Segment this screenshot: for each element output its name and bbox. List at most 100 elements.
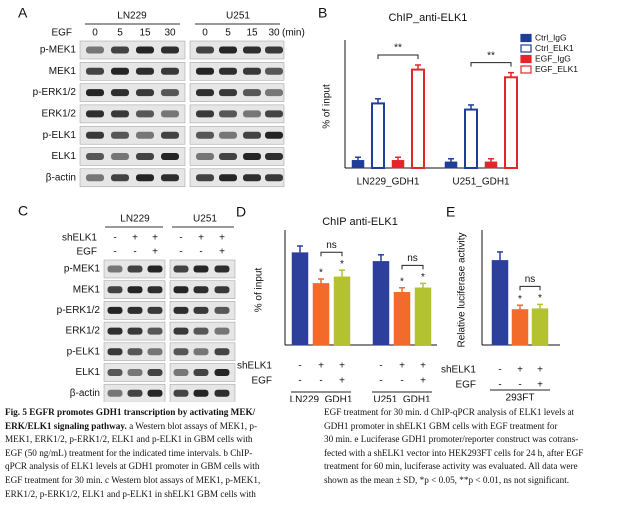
condition-sign: - <box>498 380 501 391</box>
legend-label: Ctrl_IgG <box>535 32 567 42</box>
legend-swatch <box>520 54 532 64</box>
condition-sign: + <box>198 233 204 244</box>
comparison-label: ns <box>407 253 418 264</box>
significance-mark: * <box>400 276 404 287</box>
condition-sign: - <box>298 361 301 372</box>
blot-row-label: ELK1 <box>76 367 101 378</box>
condition-sign: + <box>132 233 138 244</box>
panel-label: B <box>318 5 327 21</box>
blot-band <box>107 286 123 294</box>
condition-sign: - <box>179 247 182 258</box>
condition-sign: - <box>518 380 521 391</box>
blot-band <box>265 153 283 160</box>
condition-sign: - <box>498 365 501 376</box>
bar <box>393 291 411 346</box>
comparison-bracket <box>320 251 343 257</box>
blot-band <box>214 327 230 335</box>
blot-row-label: p-MEK1 <box>40 45 77 56</box>
blot-band <box>147 306 163 314</box>
significance-mark: * <box>538 293 542 304</box>
comparison-label: ** <box>394 43 402 54</box>
blot-band <box>173 265 189 273</box>
time-label: 15 <box>246 28 258 39</box>
bar <box>511 309 529 346</box>
blot-band <box>147 389 163 397</box>
blot-band <box>161 174 179 182</box>
blot-box <box>79 40 186 60</box>
blot-band <box>214 265 230 273</box>
blot-band <box>111 153 129 160</box>
condition-label: EGF <box>76 247 97 258</box>
blot-band <box>196 46 214 54</box>
blot-band <box>173 369 189 376</box>
blot-band <box>161 67 179 75</box>
blot-band <box>196 131 214 139</box>
blot-row-label: MEK1 <box>49 66 77 77</box>
blot-band <box>265 46 283 54</box>
x-tick-label: U251_GDH1 <box>373 395 431 402</box>
time-label: 0 <box>202 28 208 39</box>
legend-swatch <box>520 33 532 43</box>
panel-label: D <box>236 204 246 220</box>
bar <box>291 252 309 346</box>
condition-sign: - <box>113 233 116 244</box>
blot-band <box>107 306 123 314</box>
blot-band <box>111 67 129 75</box>
legend-label: EGF_ELK1 <box>535 64 578 74</box>
blot-band <box>193 389 209 397</box>
blot-band <box>265 131 283 139</box>
x-tick-label: 293FT <box>506 393 535 402</box>
legend-swatch <box>520 65 532 74</box>
blot-row-label: p-ERK1/2 <box>57 305 101 316</box>
blot-band <box>243 67 261 75</box>
condition-label: shELK1 <box>62 233 97 244</box>
bar <box>414 287 432 346</box>
blot-band <box>107 327 123 335</box>
blot-row-label: ELK1 <box>52 151 77 162</box>
blot-band <box>161 89 179 97</box>
condition-label: shELK1 <box>237 361 272 372</box>
caption-text: a Western blot assays of MEK1, p- <box>126 420 258 431</box>
blot-band <box>265 174 283 182</box>
blot-band <box>173 306 189 314</box>
condition-sign: + <box>152 247 158 258</box>
cell-line-label: U251 <box>226 11 250 22</box>
time-label: 30 <box>164 28 176 39</box>
blot-band <box>127 306 143 314</box>
blot-band <box>136 131 154 139</box>
blot-band <box>219 46 237 54</box>
condition-sign: + <box>399 361 405 372</box>
blot-band <box>111 89 129 97</box>
blot-band <box>86 110 104 118</box>
blot-band <box>107 348 123 356</box>
blot-band <box>173 389 189 397</box>
blot-band <box>196 174 214 182</box>
blot-band <box>214 389 230 397</box>
caption-line: ERK/ELK1 signaling pathway. a Western bl… <box>5 420 260 434</box>
condition-sign: - <box>379 376 382 387</box>
blot-band <box>136 153 154 160</box>
comparison-bracket <box>470 62 512 67</box>
condition-label: EGF <box>455 380 476 391</box>
blot-band <box>127 369 143 376</box>
caption-right: EGF treatment for 30 min. d ChIP-qPCR an… <box>324 406 583 488</box>
blot-row-label: MEK1 <box>73 284 101 295</box>
blot-row-label: ERK1/2 <box>42 109 77 120</box>
cell-line-label: LN229 <box>120 214 150 225</box>
caption-line: GDH1 promoter in shELK1 GBM cells with E… <box>324 420 558 431</box>
blot-band <box>127 327 143 335</box>
blot-band <box>193 265 209 273</box>
blot-band <box>161 153 179 160</box>
condition-sign: - <box>133 247 136 258</box>
x-tick-label: LN229_GDH1 <box>357 177 420 188</box>
blot-band <box>127 265 143 273</box>
blot-band <box>86 89 104 97</box>
unit-label: (min) <box>282 28 305 39</box>
condition-sign: - <box>400 376 403 387</box>
blot-band <box>107 369 123 376</box>
blot-box <box>79 83 186 102</box>
blot-band <box>86 174 104 182</box>
caption-line: ERK1/2, p-ERK1/2, ELK1 and p-ELK1 in shE… <box>5 488 256 499</box>
blot-band <box>86 131 104 139</box>
blot-band <box>219 67 237 75</box>
